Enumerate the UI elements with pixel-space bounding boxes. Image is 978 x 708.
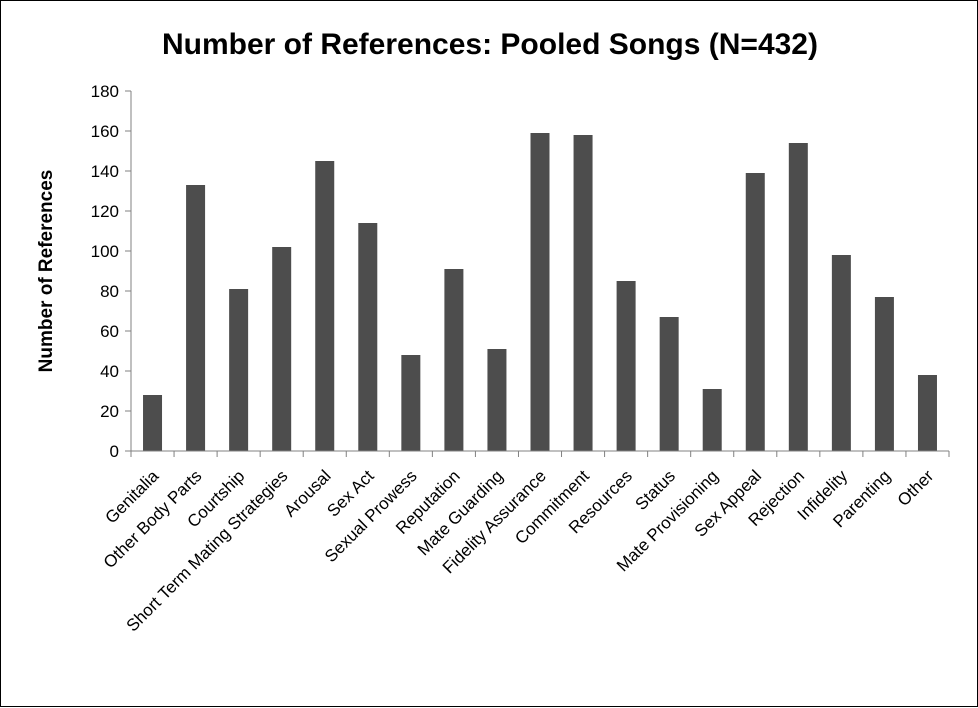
y-tick-label: 60: [100, 322, 119, 341]
bar: [530, 133, 550, 451]
bar: [444, 269, 464, 451]
bar: [917, 375, 937, 451]
bar: [788, 143, 808, 451]
y-tick-label: 120: [91, 202, 119, 221]
bar: [229, 289, 249, 451]
x-category-label: Other: [894, 466, 938, 510]
y-axis-label: Number of References: [36, 170, 57, 373]
bar: [702, 389, 722, 451]
bar: [487, 349, 507, 451]
y-axis-ticks: 0 20 40 60 80 100 120 140 160 180: [91, 82, 131, 461]
bar: [143, 395, 163, 451]
y-tick-label: 100: [91, 242, 119, 261]
chart-title: Number of References: Pooled Songs (N=43…: [162, 28, 818, 61]
bar: [659, 317, 679, 451]
bar: [573, 135, 593, 451]
bar: [186, 185, 206, 451]
y-tick-label: 180: [91, 82, 119, 101]
bar: [874, 297, 894, 451]
bars: [143, 133, 937, 451]
y-tick-label: 20: [100, 402, 119, 421]
y-tick-label: 80: [100, 282, 119, 301]
bar: [616, 281, 636, 451]
y-tick-label: 40: [100, 362, 119, 381]
y-tick-label: 160: [91, 122, 119, 141]
bar: [272, 247, 292, 451]
y-tick-label: 140: [91, 162, 119, 181]
y-tick-label: 0: [110, 442, 119, 461]
x-category-label: Arousal: [280, 466, 334, 520]
bar: [358, 223, 378, 451]
bar: [831, 255, 851, 451]
bar: [401, 355, 421, 451]
x-axis-ticks: [130, 451, 950, 457]
bar: [745, 173, 765, 451]
bar: [315, 161, 335, 451]
